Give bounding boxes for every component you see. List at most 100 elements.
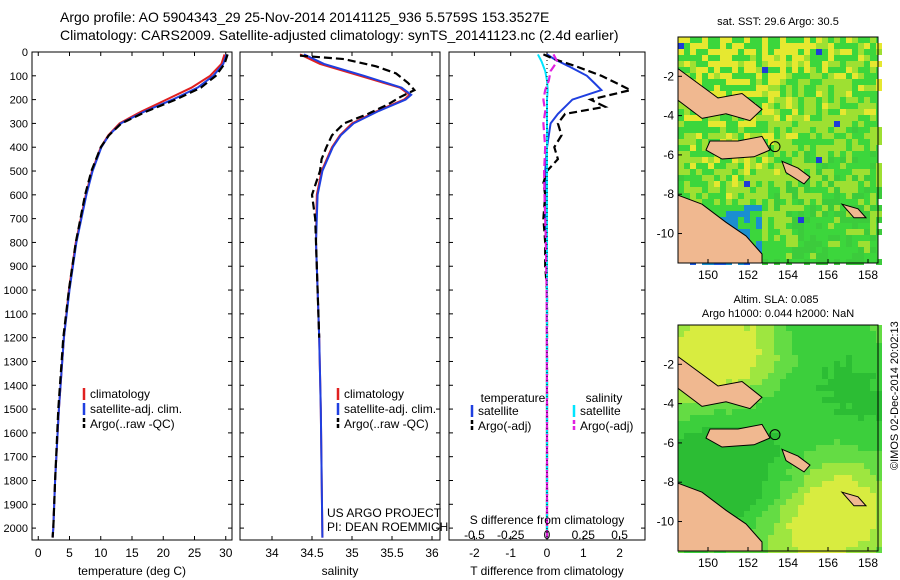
map-cell: [714, 421, 720, 427]
map-cell: [780, 49, 786, 55]
map-cell: [774, 223, 780, 229]
legend-label: satellite: [478, 404, 519, 418]
map-cell: [726, 181, 732, 187]
map-cell: [834, 445, 840, 451]
map-cell: [822, 127, 828, 133]
map-cell: [864, 379, 870, 385]
map-cell: [804, 49, 810, 55]
map-cell: [846, 481, 852, 487]
map-cell: [840, 85, 846, 91]
map-cell: [780, 457, 786, 463]
map-cell: [864, 85, 870, 91]
map-cell: [798, 517, 804, 523]
map-cell: [816, 151, 822, 157]
map-cell: [774, 457, 780, 463]
map-cell: [822, 145, 828, 151]
figure-title-line1: Argo profile: AO 5904343_29 25-Nov-2014 …: [60, 9, 550, 25]
map-cell: [864, 229, 870, 235]
map-cell: [858, 547, 864, 553]
map-cell: [696, 43, 702, 49]
map-cell: [822, 361, 828, 367]
map-cell: [846, 175, 852, 181]
map-cell: [876, 205, 882, 211]
map-cell: [870, 85, 876, 91]
map-cell: [732, 505, 738, 511]
map-cell: [786, 355, 792, 361]
map-cell: [714, 85, 720, 91]
map-cell: [822, 493, 828, 499]
map-cell: [810, 253, 816, 259]
map-cell: [780, 367, 786, 373]
map-cell: [876, 541, 882, 547]
map-cell: [774, 169, 780, 175]
map-cell: [768, 331, 774, 337]
y-tick-label: -8: [663, 475, 674, 489]
map-cell: [792, 469, 798, 475]
map-cell: [870, 421, 876, 427]
map-cell: [822, 409, 828, 415]
map-cell: [798, 451, 804, 457]
map-cell: [756, 175, 762, 181]
map-cell: [750, 367, 756, 373]
map-cell: [780, 169, 786, 175]
panel-temperature: 0100200300400500600700800900100011001200…: [4, 47, 233, 578]
map-cell: [786, 193, 792, 199]
map-cell: [792, 403, 798, 409]
map-cell: [876, 439, 882, 445]
map-cell: [822, 487, 828, 493]
map-cell: [774, 397, 780, 403]
map-cell: [702, 343, 708, 349]
map-cell: [870, 493, 876, 499]
map-cell: [708, 451, 714, 457]
map-cell: [780, 493, 786, 499]
map-cell: [828, 397, 834, 403]
series-line-2: [51, 54, 229, 538]
map-cell: [780, 511, 786, 517]
map-cell: [744, 229, 750, 235]
map-cell: [780, 463, 786, 469]
map-cell: [840, 457, 846, 463]
map-cell: [744, 61, 750, 67]
map-cell: [810, 547, 816, 553]
map-cell: [816, 391, 822, 397]
map-cell: [708, 355, 714, 361]
map-cell: [846, 109, 852, 115]
series-line-1: [542, 53, 634, 538]
map-cell: [768, 535, 774, 541]
map-cell: [852, 517, 858, 523]
map-cell: [780, 331, 786, 337]
map-cell: [684, 439, 690, 445]
map-cell: [732, 469, 738, 475]
land-mass: [705, 423, 771, 448]
map-cell: [744, 163, 750, 169]
map-cell: [786, 133, 792, 139]
map-cell: [744, 505, 750, 511]
map-cell: [864, 355, 870, 361]
map-cell: [846, 445, 852, 451]
map-cell: [858, 361, 864, 367]
map-cell: [762, 259, 768, 265]
map-cell: [768, 547, 774, 553]
y-tick-label: 1100: [4, 309, 28, 321]
map-cell: [774, 349, 780, 355]
map-cell: [822, 259, 828, 265]
map-cell: [804, 55, 810, 61]
map-cell: [816, 535, 822, 541]
map-cell: [690, 349, 696, 355]
map-cell: [762, 229, 768, 235]
map-cell: [696, 355, 702, 361]
map-cell: [678, 121, 684, 127]
map-cell: [822, 511, 828, 517]
map-cell: [840, 385, 846, 391]
map-cell: [744, 379, 750, 385]
map-cell: [732, 403, 738, 409]
map-cell: [816, 367, 822, 373]
map-cell: [768, 139, 774, 145]
map-cell: [864, 481, 870, 487]
land-mass: [781, 160, 811, 185]
map-cell: [828, 73, 834, 79]
map-cell: [828, 391, 834, 397]
map-cell: [756, 331, 762, 337]
map-cell: [774, 55, 780, 61]
map-cell: [756, 475, 762, 481]
